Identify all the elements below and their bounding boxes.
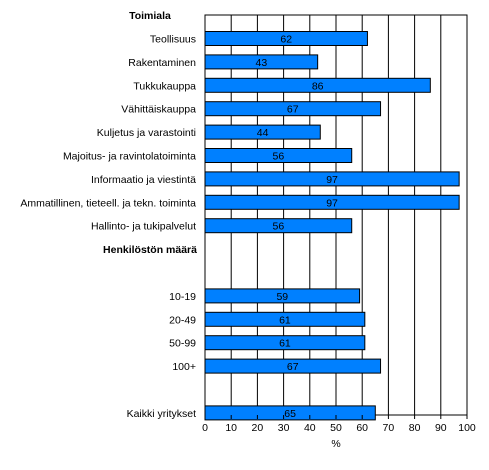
category-labels: Toimiala Teollisuus Rakentaminen Tukkukaupp… xyxy=(20,10,197,420)
data-label: 67 xyxy=(287,104,299,116)
data-label: 43 xyxy=(255,57,267,69)
bar xyxy=(204,54,319,70)
group-header: Toimiala xyxy=(129,10,171,22)
x-tick-label: 50 xyxy=(330,422,342,434)
bar xyxy=(204,171,460,187)
group-header: Henkilöstön määrä xyxy=(103,244,197,256)
data-label: 67 xyxy=(287,361,299,373)
category-label: Informaatio ja viestintä xyxy=(91,174,196,186)
bar xyxy=(204,194,460,210)
data-label: 86 xyxy=(312,80,324,92)
data-label: 44 xyxy=(257,127,269,139)
category-label: Hallinto- ja tukipalvelut xyxy=(91,221,196,233)
x-tick-label: 40 xyxy=(304,422,316,434)
data-label: 62 xyxy=(280,34,292,46)
x-tick-label: 60 xyxy=(356,422,368,434)
bar xyxy=(204,124,321,140)
data-label: 97 xyxy=(326,197,338,209)
category-label: Teollisuus xyxy=(150,34,196,46)
x-tick-label: 100 xyxy=(458,422,476,434)
category-label: Majoitus- ja ravintolatoiminta xyxy=(63,151,196,163)
x-tick-label: 0 xyxy=(202,422,208,434)
category-label: 10-19 xyxy=(169,291,196,303)
data-label: 59 xyxy=(276,291,288,303)
x-tick-label: 30 xyxy=(278,422,290,434)
category-label: Kuljetus ja varastointi xyxy=(97,127,196,139)
category-label: 20-49 xyxy=(169,314,196,326)
data-label: 56 xyxy=(273,151,285,163)
category-label: Tukkukauppa xyxy=(133,80,196,92)
bar xyxy=(204,31,368,46)
data-label: 61 xyxy=(279,338,291,350)
category-label: 100+ xyxy=(172,361,196,373)
bar xyxy=(204,288,361,304)
x-tick-label: 70 xyxy=(383,422,395,434)
bars: 62 43 86 67 44 56 97 97 56 59 61 61 67 65 xyxy=(204,31,460,421)
x-tick-label: 80 xyxy=(409,422,421,434)
x-axis-ticks: 0 10 20 30 40 50 60 70 80 90 100 xyxy=(202,415,476,434)
data-label: 65 xyxy=(284,408,296,420)
bar xyxy=(204,335,366,351)
bar xyxy=(204,405,376,421)
bar xyxy=(204,77,431,93)
data-label: 56 xyxy=(273,221,285,233)
data-label: 61 xyxy=(279,314,291,326)
bar xyxy=(204,148,353,163)
x-axis-label: % xyxy=(331,438,340,450)
category-label: Rakentaminen xyxy=(128,57,196,69)
bar xyxy=(204,101,382,117)
bar xyxy=(204,358,382,374)
category-label: Vähittäiskauppa xyxy=(121,104,196,116)
data-label: 97 xyxy=(326,174,338,186)
x-tick-label: 20 xyxy=(252,422,264,434)
category-label: Kaikki yritykset xyxy=(127,408,197,420)
category-label: Ammatillinen, tieteell. ja tekn. toimint… xyxy=(20,197,196,209)
x-tick-label: 10 xyxy=(225,422,237,434)
grid-lines xyxy=(204,14,468,416)
bar xyxy=(204,218,353,234)
bar xyxy=(204,311,366,327)
x-tick-label: 90 xyxy=(435,422,447,434)
category-label: 50-99 xyxy=(169,338,196,350)
